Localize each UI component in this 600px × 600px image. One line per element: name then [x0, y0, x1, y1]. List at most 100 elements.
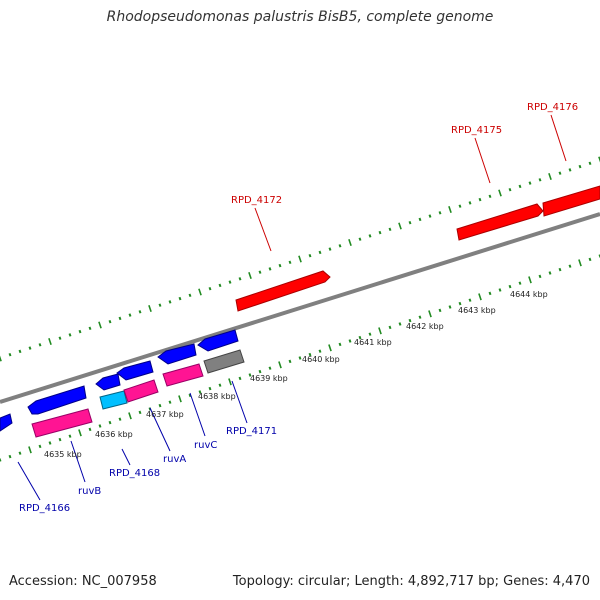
- minor-tick: [328, 247, 332, 251]
- major-tick: [278, 361, 282, 369]
- minor-tick: [18, 451, 22, 455]
- minor-tick: [458, 301, 462, 306]
- minor-tick: [238, 376, 242, 381]
- gene-label-ruvb[interactable]: ruvB: [78, 486, 101, 497]
- minor-tick: [98, 424, 102, 428]
- major-tick: [298, 255, 302, 263]
- upper-tick-ruler: [0, 156, 600, 362]
- minor-tick: [288, 359, 292, 364]
- minor-tick: [258, 270, 262, 274]
- gene-reverse-arrow[interactable]: [116, 360, 154, 381]
- major-tick: [578, 259, 582, 267]
- feature-pink-block[interactable]: [162, 363, 204, 387]
- minor-tick: [158, 303, 162, 307]
- scale-label: 4643 kbp: [458, 306, 496, 315]
- minor-tick: [138, 410, 142, 415]
- map-title: Rhodopseudomonas palustris BisB5, comple…: [106, 9, 494, 25]
- gene-reverse-arrow[interactable]: [95, 373, 121, 391]
- minor-tick: [478, 197, 482, 202]
- minor-tick: [428, 214, 432, 218]
- minor-tick: [228, 280, 232, 284]
- minor-tick: [38, 343, 42, 347]
- minor-tick: [468, 201, 472, 205]
- gene-label-rpd-4172[interactable]: RPD_4172: [231, 195, 282, 206]
- minor-tick: [0, 458, 2, 462]
- minor-tick: [8, 454, 12, 459]
- feature-pink-block[interactable]: [31, 408, 93, 438]
- reverse-strand-features-row2: [31, 349, 245, 438]
- minor-tick: [138, 310, 142, 314]
- minor-tick: [8, 352, 12, 357]
- minor-tick: [28, 346, 32, 350]
- minor-tick: [408, 318, 412, 323]
- gene-label-rpd-4168[interactable]: RPD_4168: [109, 468, 160, 479]
- major-tick: [348, 238, 352, 247]
- major-tick: [328, 344, 332, 352]
- scale-label: 4641 kbp: [354, 338, 392, 347]
- major-tick: [478, 293, 482, 301]
- major-tick: [598, 156, 600, 163]
- minor-tick: [218, 283, 222, 288]
- gene-reverse-arrow[interactable]: [0, 413, 13, 432]
- minor-tick: [568, 168, 572, 172]
- gene-rpd-4175-arrow[interactable]: [456, 203, 544, 241]
- gene-label-rpd-4171[interactable]: RPD_4171: [226, 426, 277, 437]
- minor-tick: [418, 217, 422, 222]
- gene-label-ruva[interactable]: ruvA: [163, 454, 186, 465]
- minor-tick: [488, 291, 492, 296]
- lower-tick-ruler: [0, 254, 600, 462]
- minor-tick: [208, 286, 212, 291]
- feature-cyan-block[interactable]: [99, 390, 128, 410]
- gene-label-ruvc[interactable]: ruvC: [194, 440, 217, 451]
- minor-tick: [168, 400, 172, 404]
- minor-tick: [338, 244, 342, 248]
- feature-pink-block[interactable]: [123, 379, 159, 403]
- minor-tick: [568, 264, 572, 268]
- minor-tick: [178, 296, 182, 301]
- gene-reverse-arrow[interactable]: [27, 385, 87, 415]
- minor-tick: [378, 230, 382, 235]
- minor-tick: [108, 319, 112, 324]
- gene-label-rpd-4175[interactable]: RPD_4175: [451, 125, 502, 136]
- gene-label-rpd-4176[interactable]: RPD_4176: [527, 102, 578, 113]
- minor-tick: [118, 417, 122, 421]
- scale-label: 4635 kbp: [44, 450, 82, 459]
- minor-tick: [238, 277, 242, 281]
- minor-tick: [528, 181, 532, 185]
- scale-label: 4638 kbp: [198, 392, 236, 401]
- minor-tick: [408, 220, 412, 225]
- minor-tick: [358, 237, 362, 241]
- minor-tick: [218, 383, 222, 387]
- genome-info-text: Topology: circular; Length: 4,892,717 bp…: [232, 574, 590, 589]
- minor-tick: [438, 308, 442, 313]
- gene-reverse-arrow[interactable]: [197, 329, 239, 352]
- minor-tick: [368, 332, 372, 336]
- gene-reverse-arrow[interactable]: [157, 343, 197, 365]
- minor-tick: [88, 427, 92, 432]
- minor-tick: [558, 171, 562, 175]
- minor-tick: [488, 194, 492, 199]
- major-tick: [48, 337, 52, 346]
- accession-text: Accession: NC_007958: [9, 574, 157, 589]
- gene-rpd-4172-arrow[interactable]: [235, 270, 331, 312]
- scale-label: 4644 kbp: [510, 290, 548, 299]
- major-tick: [548, 172, 552, 181]
- minor-tick: [308, 352, 312, 357]
- minor-tick: [128, 313, 132, 317]
- major-tick: [248, 271, 252, 280]
- minor-tick: [38, 444, 42, 449]
- major-tick: [28, 446, 32, 454]
- feature-pseudo-block[interactable]: [203, 349, 245, 374]
- gene-rpd-4176-arrow[interactable]: [542, 185, 600, 217]
- minor-tick: [118, 316, 122, 321]
- gene-label-rpd-4166[interactable]: RPD_4166: [19, 503, 70, 514]
- forward-strand-features: [235, 185, 600, 312]
- minor-tick: [58, 437, 62, 442]
- minor-tick: [538, 274, 542, 279]
- reverse-gene-labels: RPD_4166 ruvB RPD_4168 ruvA ruvC RPD_417…: [19, 426, 277, 514]
- minor-tick: [258, 369, 262, 374]
- major-tick: [78, 429, 82, 437]
- scale-label: 4637 kbp: [146, 410, 184, 419]
- minor-tick: [578, 164, 582, 169]
- forward-gene-labels: RPD_4172 RPD_4175 RPD_4176: [231, 102, 578, 206]
